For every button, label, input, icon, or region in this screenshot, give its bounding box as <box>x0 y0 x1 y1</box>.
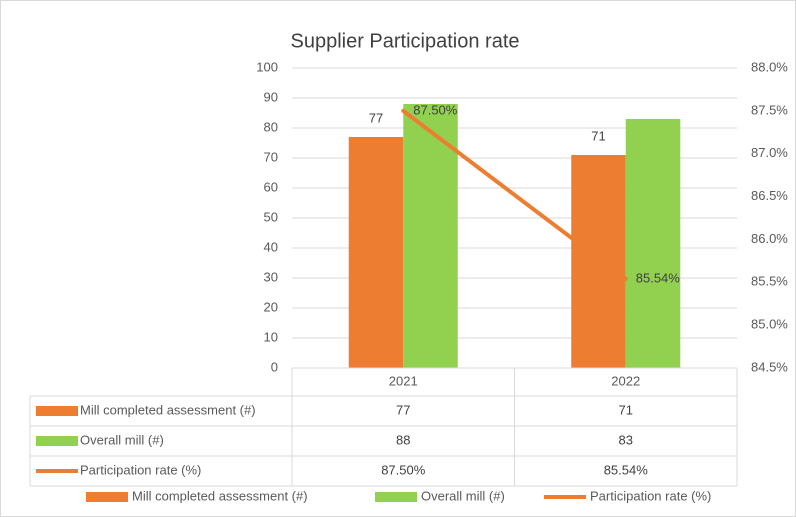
line <box>401 108 628 281</box>
legend-key <box>375 492 417 502</box>
table-row-label: Mill completed assessment (#) <box>80 402 256 417</box>
y-tick-label: 30 <box>264 269 278 284</box>
y2-tick-label: 88.0% <box>751 59 788 74</box>
legend-label: Mill completed assessment (#) <box>132 488 308 503</box>
bar <box>348 137 404 368</box>
y2-tick-label: 86.0% <box>751 231 788 246</box>
y2-tick-label: 86.5% <box>751 188 788 203</box>
table-legend-key <box>36 406 78 416</box>
y2-tick-label: 84.5% <box>751 359 788 374</box>
table-row-label: Overall mill (#) <box>80 432 164 447</box>
x-tick-label: 2021 <box>389 373 418 388</box>
y-tick-label: 40 <box>264 239 278 254</box>
y-tick-label: 90 <box>264 89 278 104</box>
table-cell: 77 <box>396 402 410 417</box>
table-cell: 71 <box>619 402 633 417</box>
table-row-label: Participation rate (%) <box>80 462 201 477</box>
legend-key <box>86 492 128 502</box>
data-label: 71 <box>591 128 605 143</box>
y-tick-label: 10 <box>264 329 278 344</box>
y-tick-label: 100 <box>256 59 278 74</box>
legend-label: Participation rate (%) <box>590 488 711 503</box>
bar <box>571 155 626 368</box>
y-tick-label: 20 <box>264 299 278 314</box>
chart-title: Supplier Participation rate <box>290 30 519 52</box>
y-tick-label: 50 <box>264 209 278 224</box>
bar <box>625 119 681 368</box>
y2-tick-label: 87.5% <box>751 102 788 117</box>
y-tick-label: 60 <box>264 179 278 194</box>
table-cell: 85.54% <box>604 462 649 477</box>
table-cell: 88 <box>396 432 410 447</box>
y-tick-label: 80 <box>264 119 278 134</box>
table-legend-key <box>36 436 78 446</box>
data-label: 85.54% <box>636 270 681 285</box>
y2-tick-label: 85.5% <box>751 274 788 289</box>
bar <box>403 104 458 368</box>
legend-label: Overall mill (#) <box>421 488 505 503</box>
data-label: 87.50% <box>413 102 458 117</box>
x-tick-label: 2022 <box>611 373 640 388</box>
y2-tick-label: 85.0% <box>751 317 788 332</box>
y-tick-label: 70 <box>264 149 278 164</box>
y2-tick-label: 87.0% <box>751 145 788 160</box>
table-cell: 87.50% <box>381 462 426 477</box>
table-cell: 83 <box>619 432 633 447</box>
data-label: 77 <box>369 110 383 125</box>
y-tick-label: 0 <box>271 359 278 374</box>
